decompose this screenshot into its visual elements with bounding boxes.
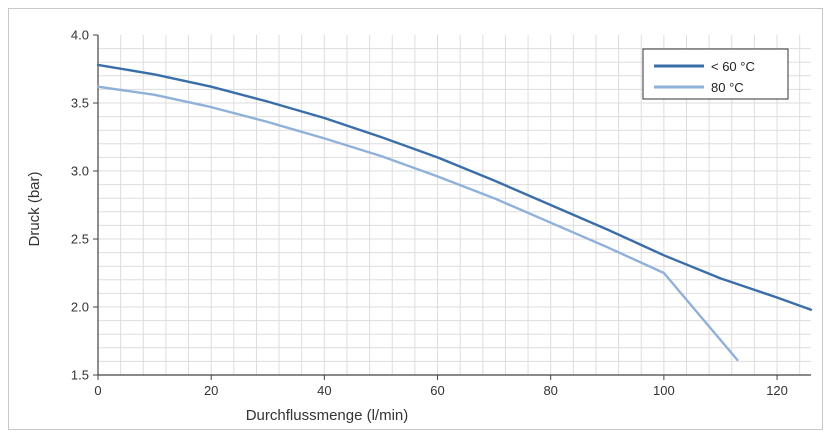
series-layer <box>96 63 813 362</box>
y-tick-label: 3.0 <box>71 164 89 179</box>
axes <box>97 35 811 376</box>
legend-box <box>642 48 789 100</box>
line-chart: 0 20 40 60 80 100 120 1.5 2.0 2.5 3.0 3.5 4.0 Durch… <box>26 28 813 424</box>
y-tick-labels: 1.5 2.0 2.5 3.0 3.5 4.0 <box>71 28 98 383</box>
x-axis-title: Durchflussmenge (l/min) <box>246 407 409 424</box>
chart-frame: 0 20 40 60 80 100 120 1.5 2.0 2.5 3.0 3.5 4.0 Durch… <box>8 8 823 430</box>
series-line-1 <box>96 85 739 362</box>
x-tick-label: 40 <box>317 383 331 398</box>
x-tick-label: 0 <box>94 383 101 398</box>
x-tick-label: 120 <box>766 383 788 398</box>
legend: < 60 °C 80 °C <box>642 48 789 100</box>
legend-label: 80 °C <box>711 80 744 95</box>
y-tick-label: 2.5 <box>71 232 89 247</box>
x-tick-label: 80 <box>543 383 557 398</box>
y-tick-label: 3.5 <box>71 96 89 111</box>
x-tick-label: 100 <box>653 383 675 398</box>
legend-label: < 60 °C <box>711 59 755 74</box>
x-tick-label: 20 <box>204 383 218 398</box>
x-tick-label: 60 <box>430 383 444 398</box>
y-tick-label: 2.0 <box>71 300 89 315</box>
y-tick-label: 1.5 <box>71 368 89 383</box>
series-line-0 <box>96 63 813 311</box>
y-tick-label: 4.0 <box>71 28 89 43</box>
y-axis-title: Druck (bar) <box>26 171 43 246</box>
x-tick-labels: 0 20 40 60 80 100 120 <box>94 375 788 398</box>
